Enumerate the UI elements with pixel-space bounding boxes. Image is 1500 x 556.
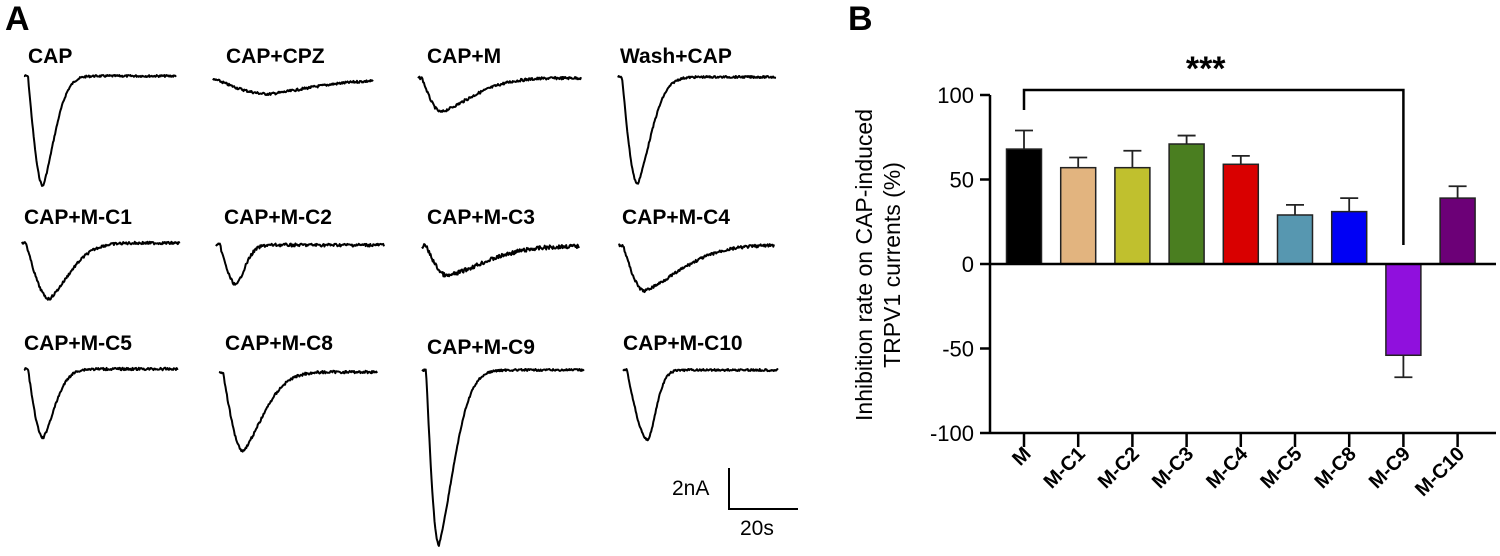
panel-a-letter: A [5, 0, 30, 38]
current-trace [622, 368, 779, 442]
trace-label: CAP+CPZ [226, 45, 325, 68]
trace-label: CAP [28, 45, 73, 68]
significance-bracket [1022, 88, 1405, 245]
current-trace [617, 75, 777, 185]
current-trace [212, 78, 374, 96]
significance-stars: *** [1186, 50, 1226, 88]
trace-label: CAP+M-C8 [225, 332, 333, 355]
trace-label: CAP+M-C1 [24, 206, 132, 229]
x-tick-label: M-C2 [1094, 443, 1144, 493]
y-axis-label: Inhibition rate on CAP-induced TRPV1 curr… [851, 109, 905, 421]
x-tick-label: M-C8 [1311, 443, 1361, 493]
bar-m-c5 [1276, 214, 1314, 265]
bar-m-c9 [1385, 263, 1422, 357]
trace-label: CAP+M-C4 [622, 206, 730, 229]
y-tick-label: -50 [942, 337, 974, 362]
y-tick-label: 50 [950, 168, 974, 193]
y-tick-label: 100 [937, 83, 974, 108]
current-trace [215, 242, 385, 286]
trace-label: CAP+M-C3 [427, 206, 535, 229]
current-trace [21, 240, 181, 301]
trace-label: CAP+M-C2 [224, 206, 332, 229]
x-tick-label: M-C3 [1148, 443, 1198, 493]
bar-m-c4 [1222, 163, 1260, 265]
x-tick-label: M-C5 [1256, 443, 1306, 493]
bar-m [1005, 148, 1043, 265]
trace-label: Wash+CAP [620, 45, 732, 68]
x-tick-label: M-C10 [1411, 443, 1469, 501]
trace-label: CAP+M-C10 [623, 332, 743, 355]
current-trace [23, 74, 177, 187]
x-tick-label: M-C9 [1365, 443, 1415, 493]
current-trace [23, 366, 179, 440]
svg-text:Inhibition rate on CAP-induced: Inhibition rate on CAP-induced [851, 109, 877, 421]
y-tick-label: 0 [962, 252, 974, 277]
y-tick-label: -100 [930, 421, 974, 446]
trace-label: CAP+M [427, 45, 502, 68]
current-trace [417, 75, 582, 113]
current-trace [421, 243, 580, 278]
current-trace [421, 368, 585, 547]
scale-bar [728, 468, 798, 510]
x-tick-label: M-C4 [1202, 442, 1253, 493]
trace-label: CAP+M-C9 [427, 336, 535, 359]
bar-m-c1 [1059, 166, 1097, 265]
svg-text:TRPV1 currents (%): TRPV1 currents (%) [879, 162, 905, 368]
scale-time-label: 20s [740, 517, 774, 540]
current-trace [618, 243, 775, 294]
current-trace [218, 369, 378, 453]
bar-m-c2 [1114, 166, 1151, 265]
scale-current-label: 2nA [672, 477, 710, 500]
bar-m-c3 [1168, 143, 1205, 265]
trace-label: CAP+M-C5 [24, 332, 132, 355]
bar-m-c8 [1330, 210, 1368, 265]
x-tick-label: M-C1 [1040, 443, 1090, 493]
x-tick-label: M [1008, 443, 1035, 470]
current-traces [21, 74, 779, 547]
panel-b-letter: B [848, 0, 873, 38]
bar-m-c10 [1439, 197, 1476, 265]
